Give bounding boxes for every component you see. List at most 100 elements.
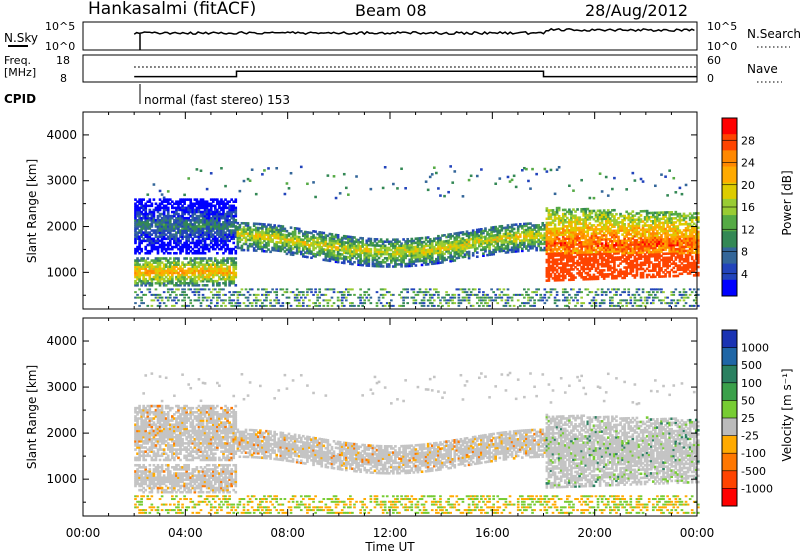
echo-cell	[549, 221, 553, 225]
echo-cell	[289, 249, 293, 252]
echo-cell	[359, 236, 362, 240]
echo-cell	[160, 227, 164, 230]
echo-cell	[449, 245, 452, 249]
echo-cell	[518, 235, 522, 238]
echo-cell	[586, 265, 590, 269]
echo-cell	[189, 200, 193, 203]
echo-cell	[553, 223, 557, 226]
echo-cell	[185, 241, 188, 245]
echo-cell	[234, 235, 238, 239]
echo-cell	[520, 247, 524, 251]
echo-cell	[594, 219, 598, 223]
echo-cell	[424, 293, 428, 296]
echo-cell	[306, 255, 309, 259]
echo-cell	[205, 269, 209, 273]
echo-cell	[367, 264, 371, 267]
echo-cell	[232, 279, 236, 283]
echo-cell	[158, 231, 162, 234]
echo-cell	[590, 232, 594, 235]
echo-cell	[365, 247, 369, 251]
echo-cell	[381, 288, 385, 291]
echo-cell	[412, 256, 416, 259]
echo-cell	[306, 291, 309, 294]
echo-cell	[611, 288, 614, 291]
echo-cell	[574, 276, 577, 279]
echo-cell	[551, 288, 555, 291]
echo-cell	[144, 221, 148, 224]
echo-cell	[441, 254, 444, 258]
echo-cell	[596, 288, 600, 291]
echo-cell	[570, 216, 573, 220]
echo-cell	[142, 267, 145, 271]
echo-cell	[580, 243, 583, 246]
echo-cell	[138, 251, 141, 255]
echo-cell	[576, 267, 579, 271]
echo-cell	[140, 271, 143, 275]
echo-cell	[349, 304, 352, 307]
echo-cell	[197, 271, 201, 275]
echo-cell	[150, 229, 154, 232]
echo-cell	[582, 228, 586, 232]
echo-cell	[228, 229, 231, 232]
echo-cell	[563, 218, 567, 222]
echo-cell	[252, 249, 256, 252]
echo-cell	[158, 189, 162, 193]
echo-cell	[209, 233, 213, 236]
echo-cell	[138, 241, 141, 245]
echo-cell	[547, 296, 551, 299]
echo-cell	[613, 288, 616, 291]
echo-cell	[199, 210, 203, 214]
echo-cell	[408, 239, 412, 243]
echo-cell	[287, 244, 291, 248]
echo-cell	[617, 241, 620, 245]
echo-cell	[261, 233, 264, 236]
echo-cell	[230, 304, 234, 307]
echo-cell	[623, 235, 626, 238]
echo-cell	[283, 192, 287, 196]
echo-cell	[496, 229, 500, 233]
echo-cell	[261, 302, 264, 305]
echo-cell	[508, 226, 512, 229]
echo-cell	[394, 261, 397, 264]
echo-cell	[209, 279, 213, 283]
echo-cell	[568, 272, 571, 275]
echo-cell	[449, 237, 452, 240]
echo-cell	[162, 269, 166, 273]
echo-cell	[144, 229, 148, 232]
echo-cell	[199, 261, 203, 264]
echo-cell	[285, 236, 289, 239]
echo-cell	[480, 230, 483, 233]
echo-cell	[353, 236, 356, 239]
echo-cell	[566, 227, 569, 230]
echo-cell	[381, 186, 385, 190]
echo-cell	[451, 293, 455, 296]
echo-cell	[279, 229, 283, 232]
echo-cell	[506, 234, 510, 238]
echo-cell	[162, 208, 166, 212]
echo-cell	[582, 230, 586, 234]
echo-cell	[535, 291, 538, 294]
echo-cell	[574, 232, 577, 236]
echo-cell	[555, 229, 559, 233]
echo-cell	[373, 252, 377, 255]
echo-cell	[621, 225, 624, 228]
echo-cell	[144, 273, 148, 277]
echo-cell	[602, 258, 606, 262]
echo-cell	[199, 271, 203, 275]
echo-cell	[164, 229, 168, 232]
echo-cell	[201, 288, 205, 291]
echo-cell	[594, 242, 598, 246]
echo-cell	[136, 284, 139, 287]
echo-cell	[385, 259, 389, 262]
echo-cell	[191, 247, 195, 251]
echo-cell	[602, 248, 606, 252]
echo-cell	[359, 253, 362, 256]
echo-cell	[152, 247, 156, 251]
echo-cell	[353, 250, 356, 254]
echo-cell	[160, 277, 164, 281]
echo-cell	[246, 291, 250, 294]
echo-cell	[559, 245, 563, 249]
echo-cell	[602, 227, 606, 231]
echo-cell	[191, 241, 195, 245]
echo-cell	[224, 237, 227, 241]
